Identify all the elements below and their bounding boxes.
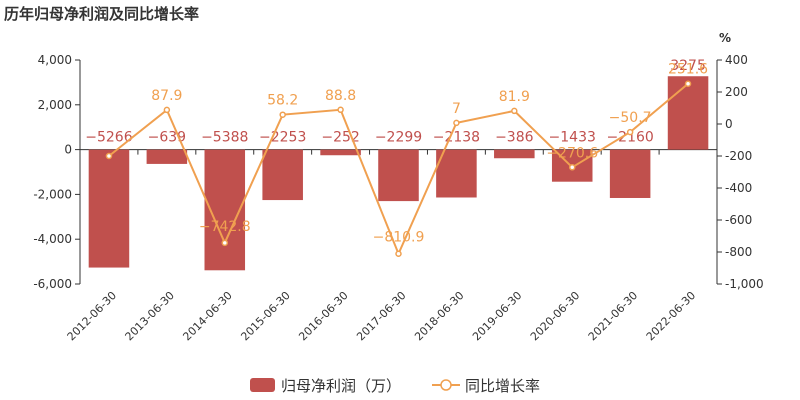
x-tick-label: 2017-06-30 bbox=[354, 289, 408, 343]
x-tick-label: 2016-06-30 bbox=[296, 289, 350, 343]
legend-bar-swatch bbox=[250, 378, 275, 392]
right-tick-label: 0 bbox=[725, 117, 733, 131]
legend-line-marker bbox=[440, 379, 452, 391]
bar-data-label: 3275 bbox=[670, 58, 706, 74]
right-tick-label: -800 bbox=[725, 245, 752, 259]
growth-rate-point bbox=[511, 107, 518, 115]
bar bbox=[320, 149, 361, 156]
left-tick-label: -2,000 bbox=[33, 187, 72, 201]
bar bbox=[609, 149, 651, 198]
growth-rate-point bbox=[453, 119, 460, 127]
line-data-label: 81.9 bbox=[499, 89, 530, 105]
line-data-label: −50.7 bbox=[609, 110, 652, 126]
growth-rate-point bbox=[395, 250, 402, 257]
bar-data-label: −2253 bbox=[259, 130, 306, 146]
bar-data-label: −1433 bbox=[549, 130, 596, 146]
left-tick-label: -6,000 bbox=[33, 277, 72, 291]
bar bbox=[262, 149, 303, 201]
line-data-label: 251.6 bbox=[668, 62, 708, 78]
line-data-label: 88.8 bbox=[325, 88, 356, 104]
bar bbox=[667, 76, 709, 150]
line-data-label: −270.6 bbox=[546, 145, 598, 161]
bar bbox=[436, 149, 477, 198]
bar-data-label: −2299 bbox=[375, 130, 422, 146]
x-tick-label: 2013-06-30 bbox=[123, 289, 177, 343]
right-tick-label: -400 bbox=[725, 181, 752, 195]
x-tick-label: 2021-06-30 bbox=[586, 289, 640, 343]
x-tick-label: 2019-06-30 bbox=[470, 289, 524, 343]
line-data-label: 87.9 bbox=[151, 88, 182, 104]
growth-rate-point bbox=[163, 106, 171, 114]
legend-bar-label: 归母净利润（万） bbox=[281, 377, 401, 395]
bar bbox=[146, 149, 188, 164]
left-tick-label: 4,000 bbox=[38, 53, 72, 67]
right-axis-unit: % bbox=[719, 31, 731, 45]
growth-rate-point bbox=[568, 164, 576, 171]
line-data-label: −810.9 bbox=[373, 230, 425, 246]
x-tick-label: 2014-06-30 bbox=[180, 289, 234, 343]
x-tick-label: 2015-06-30 bbox=[238, 289, 292, 343]
bar-data-label: −5388 bbox=[201, 130, 248, 146]
legend-line-label: 同比增长率 bbox=[465, 377, 540, 395]
line-data-label: −742.8 bbox=[199, 219, 251, 235]
growth-rate-point bbox=[105, 152, 113, 160]
bar bbox=[378, 149, 419, 202]
growth-rate-point bbox=[626, 128, 634, 136]
x-tick-label: 2022-06-30 bbox=[644, 289, 698, 343]
bar bbox=[88, 149, 130, 268]
growth-rate-point bbox=[337, 106, 344, 114]
bar-data-label: −386 bbox=[495, 130, 534, 146]
right-tick-label: -200 bbox=[725, 149, 752, 163]
growth-rate-point bbox=[221, 239, 229, 247]
line-data-label: 7 bbox=[452, 101, 461, 117]
x-tick-label: 2020-06-30 bbox=[528, 289, 582, 343]
bar-data-label: −2138 bbox=[433, 130, 480, 146]
line-data-label: 58.2 bbox=[267, 93, 298, 109]
bar-data-label: −5266 bbox=[85, 130, 132, 146]
right-tick-label: -600 bbox=[725, 213, 752, 227]
right-tick-label: 200 bbox=[725, 85, 748, 99]
left-tick-label: -4,000 bbox=[33, 232, 72, 246]
growth-rate-point bbox=[684, 80, 692, 87]
chart-title: 历年归母净利润及同比增长率 bbox=[4, 5, 200, 23]
growth-rate-point bbox=[279, 111, 286, 118]
bar-data-label: −2160 bbox=[606, 130, 653, 146]
x-tick-label: 2018-06-30 bbox=[412, 289, 466, 343]
bar bbox=[494, 149, 535, 159]
x-tick-label: 2012-06-30 bbox=[65, 289, 119, 343]
right-tick-label: 400 bbox=[725, 53, 748, 67]
right-tick-label: -1,000 bbox=[725, 277, 764, 291]
left-tick-label: 2,000 bbox=[38, 98, 72, 112]
left-tick-label: 0 bbox=[64, 143, 72, 157]
